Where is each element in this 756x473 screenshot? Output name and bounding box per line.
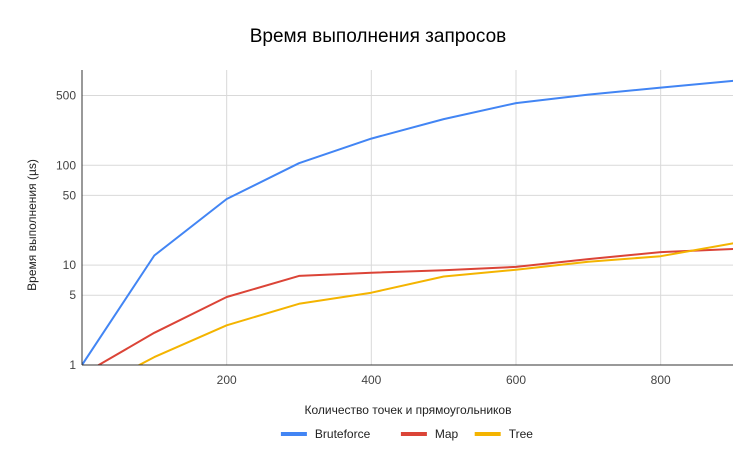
x-tick-label: 200 [217,373,237,387]
x-tick-label: 400 [361,373,381,387]
chart-title: Время выполнения запросов [250,26,507,47]
series-line-tree [137,242,733,365]
legend-label: Bruteforce [315,427,371,441]
legend-label: Map [435,427,459,441]
y-tick-label: 100 [56,158,76,172]
x-tick-label: 800 [651,373,671,387]
y-tick-label: 50 [63,188,77,202]
x-tick-label: 600 [506,373,526,387]
legend-item-bruteforce[interactable]: Bruteforce [280,427,371,441]
series-line-bruteforce [82,79,733,365]
y-tick-label: 500 [56,88,76,102]
series-lines [82,79,733,365]
y-tick-label: 10 [63,258,77,272]
axes: 200 400 600 800 1 5 10 50 100 500 [56,70,733,387]
x-axis-label: Количество точек и прямоугольников [305,403,512,417]
legend-item-map[interactable]: Map [400,427,459,441]
grid [82,70,733,365]
y-axis-label: Время выполнения (µs) [25,159,39,291]
series-line-map [96,248,733,365]
legend-item-tree[interactable]: Tree [474,427,534,441]
y-tick-label: 5 [69,288,76,302]
legend: Bruteforce Map Tree [280,427,534,441]
legend-label: Tree [509,427,534,441]
y-tick-label: 1 [69,358,76,372]
